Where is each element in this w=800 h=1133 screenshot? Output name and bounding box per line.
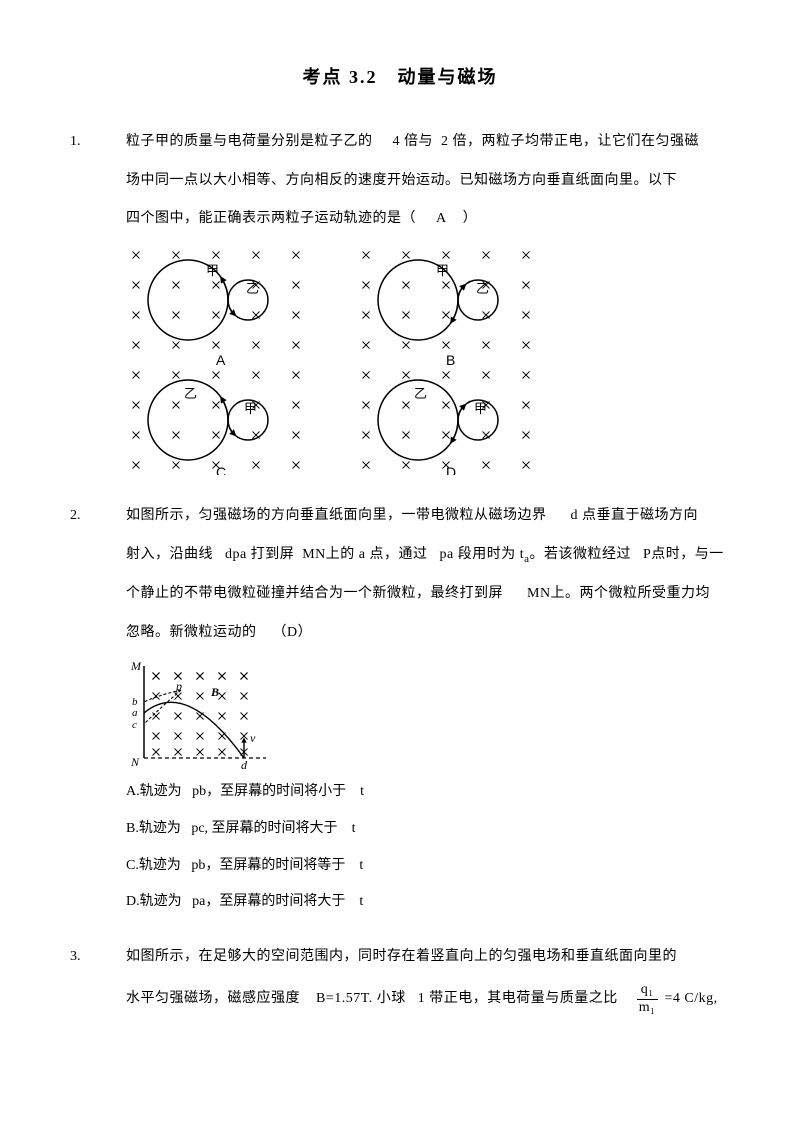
q2-opt-A: A.轨迹为 pb，至屏幕的时间将小于 t bbox=[126, 779, 724, 806]
q1-label-B: B bbox=[446, 352, 455, 368]
q1-number: 1. bbox=[70, 129, 98, 156]
q2-line3: 个静止的不带电微粒碰撞并结合为一个新微粒，最终打到屏 MN上。两个微粒所受重力均 bbox=[126, 581, 724, 608]
q1-label-C: C bbox=[216, 464, 226, 475]
q2-l2f: P点时，与一 bbox=[643, 547, 724, 562]
q2-line4: 忽略。新微粒运动的 （D） bbox=[126, 620, 724, 647]
q1-D-small-label: 甲 bbox=[474, 401, 487, 416]
q2-B-t: t bbox=[352, 821, 356, 836]
q1-figures: 甲 乙 A 甲 乙 B bbox=[126, 245, 699, 475]
q2-l1b: d 点垂直于磁场方向 bbox=[571, 508, 699, 523]
q2-number: 2. bbox=[70, 503, 98, 530]
q1-l1c: 2 倍，两粒子均带正电，让它们在匀强磁 bbox=[441, 134, 699, 149]
q2-B-pre: B.轨迹为 bbox=[126, 821, 181, 836]
q3-fraction: q₁ m₁ bbox=[637, 982, 658, 1015]
q3-frac-den: m₁ bbox=[637, 1000, 658, 1016]
q2-fig-p: p bbox=[175, 679, 182, 693]
q1-line2: 场中同一点以大小相等、方向相反的速度开始运动。已知磁场方向垂直纸面向里。以下 bbox=[126, 168, 699, 195]
page-title: 考点 3.2 动量与磁场 bbox=[70, 60, 730, 94]
q3-line1: 如图所示，在足够大的空间范围内，同时存在着竖直向上的匀强电场和垂直纸面向里的 bbox=[126, 944, 718, 971]
q2-l2c: MN上的 a 点，通过 bbox=[302, 547, 427, 562]
q2-C-pre: C.轨迹为 bbox=[126, 858, 181, 873]
q2-line1: 如图所示，匀强磁场的方向垂直纸面向里，一带电微粒从磁场边界 d 点垂直于磁场方向 bbox=[126, 503, 724, 530]
q1-line3: 四个图中，能正确表示两粒子运动轨迹的是（ A ） bbox=[126, 206, 699, 233]
q2-line2: 射入，沿曲线 dpa 打到屏 MN上的 a 点，通过 pa 段用时为 ta。若该… bbox=[126, 542, 724, 570]
q2-B-mid: pc, 至屏幕的时间将大于 bbox=[191, 821, 337, 836]
q2-options: A.轨迹为 pb，至屏幕的时间将小于 t B.轨迹为 pc, 至屏幕的时间将大于… bbox=[126, 779, 724, 915]
q3-l2a: 水平匀强磁场，磁感应强度 bbox=[126, 991, 300, 1006]
q3-l2b: B=1.57T. 小球 bbox=[316, 991, 406, 1006]
q2-l2a: 射入，沿曲线 bbox=[126, 547, 213, 562]
q2-l4a: 忽略。新微粒运动的 bbox=[126, 625, 257, 640]
q1-l3b: A bbox=[436, 211, 447, 226]
q3-frac-num: q₁ bbox=[637, 982, 658, 999]
q2-l1a: 如图所示，匀强磁场的方向垂直纸面向里，一带电微粒从磁场边界 bbox=[126, 508, 547, 523]
q2-l4b: （D） bbox=[273, 625, 313, 640]
q2-A-t: t bbox=[360, 784, 364, 799]
q1-A-small-label: 乙 bbox=[246, 281, 259, 296]
q2-fig-a: a bbox=[132, 707, 138, 719]
q1-C-big-label: 乙 bbox=[184, 386, 197, 401]
q3-number: 3. bbox=[70, 944, 98, 971]
q2-C-t: t bbox=[359, 858, 363, 873]
q1-l1b: 4 倍与 bbox=[393, 134, 434, 149]
q2-fig-B: B bbox=[210, 685, 219, 699]
q1-label-A: A bbox=[216, 352, 226, 368]
q1-D-big-label: 乙 bbox=[414, 386, 427, 401]
q2-l3a: 个静止的不带电微粒碰撞并结合为一个新微粒，最终打到屏 bbox=[126, 586, 503, 601]
q2-fig-N: N bbox=[130, 755, 140, 769]
q1-B-small-label: 乙 bbox=[476, 281, 489, 296]
q2-l2e: 。若该微粒经过 bbox=[530, 547, 632, 562]
q2-l2d: pa 段用时为 t bbox=[440, 547, 525, 562]
q1-line1: 粒子甲的质量与电荷量分别是粒子乙的 4 倍与 2 倍，两粒子均带正电，让它们在匀… bbox=[126, 129, 699, 156]
q2-opt-B: B.轨迹为 pc, 至屏幕的时间将大于 t bbox=[126, 816, 724, 843]
q2-l3b: MN上。两个微粒所受重力均 bbox=[527, 586, 710, 601]
q2-A-mid: pb，至屏幕的时间将小于 bbox=[192, 784, 346, 799]
q2-fig-d: d bbox=[241, 758, 248, 772]
q3-line2: 水平匀强磁场，磁感应强度 B=1.57T. 小球 1 带正电，其电荷量与质量之比… bbox=[126, 982, 718, 1015]
q2-l2b: dpa 打到屏 bbox=[225, 547, 294, 562]
q2-D-t: t bbox=[359, 894, 363, 909]
q1-C-small-label: 甲 bbox=[244, 401, 257, 416]
q1-l3a: 四个图中，能正确表示两粒子运动轨迹的是（ bbox=[126, 211, 416, 226]
q2-fig-v: v bbox=[250, 731, 256, 745]
q3-l2c: 1 带正电，其电荷量与质量之比 bbox=[418, 991, 618, 1006]
q1-B-big-label: 甲 bbox=[436, 263, 449, 278]
q2-opt-D: D.轨迹为 pa，至屏幕的时间将大于 t bbox=[126, 889, 724, 916]
q3-l2d: =4 C/kg, bbox=[665, 991, 718, 1006]
q1-label-D: D bbox=[446, 464, 456, 475]
q1-l3c: ） bbox=[463, 211, 478, 226]
q2-D-pre: D.轨迹为 bbox=[126, 894, 182, 909]
q2-D-mid: pa，至屏幕的时间将大于 bbox=[192, 894, 345, 909]
q2-figure: M N b a c p B d v bbox=[126, 658, 724, 773]
q2-fig-M: M bbox=[130, 659, 142, 673]
q1-A-big-label: 甲 bbox=[206, 263, 219, 278]
question-3: 3. 如图所示，在足够大的空间范围内，同时存在着竖直向上的匀强电场和垂直纸面向里… bbox=[70, 944, 730, 1028]
q2-opt-C: C.轨迹为 pb，至屏幕的时间将等于 t bbox=[126, 853, 724, 880]
question-1: 1. 粒子甲的质量与电荷量分别是粒子乙的 4 倍与 2 倍，两粒子均带正电，让它… bbox=[70, 129, 730, 485]
q2-fig-c: c bbox=[132, 719, 137, 731]
q1-l1a: 粒子甲的质量与电荷量分别是粒子乙的 bbox=[126, 134, 373, 149]
q2-C-mid: pb，至屏幕的时间将等于 bbox=[191, 858, 345, 873]
question-2: 2. 如图所示，匀强磁场的方向垂直纸面向里，一带电微粒从磁场边界 d 点垂直于磁… bbox=[70, 503, 730, 926]
q2-A-pre: A.轨迹为 bbox=[126, 784, 182, 799]
